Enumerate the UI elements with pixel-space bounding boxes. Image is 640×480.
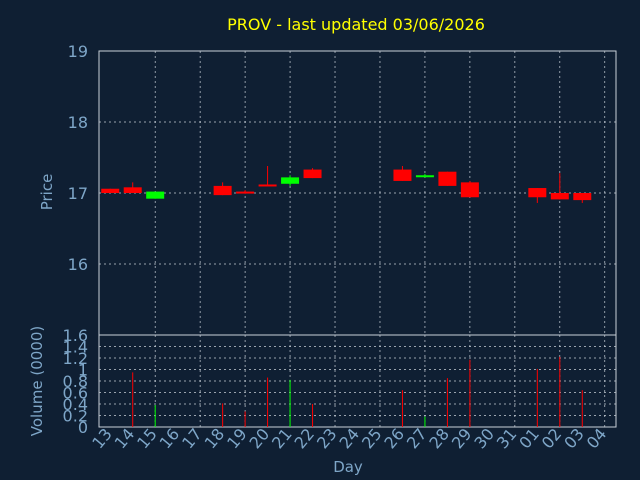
volume-tick-label: 1.4 (63, 338, 88, 357)
volume-tick-label: 0.6 (63, 384, 88, 403)
candle-body (258, 184, 277, 187)
volume-tick-label: 0.2 (63, 407, 88, 426)
candle-body (393, 169, 412, 181)
candle-body (550, 193, 569, 200)
x-axis-label: Day (333, 458, 363, 476)
price-tick-label: 16 (68, 255, 88, 274)
volume-tick-label: 1.6 (63, 326, 88, 345)
price-axis-label: Price (38, 174, 56, 211)
candle-body (415, 175, 434, 178)
chart-title: PROV - last updated 03/06/2026 (227, 15, 485, 34)
volume-tick-label: 0 (78, 418, 88, 437)
candle-body (528, 188, 547, 198)
price-tick-label: 17 (68, 184, 88, 203)
candle-body (123, 187, 142, 193)
candle-body (281, 177, 300, 184)
candle-body (101, 188, 120, 193)
volume-plot-frame (98, 334, 617, 428)
price-tick-label: 19 (68, 42, 88, 61)
volume-tick-label: 1.2 (63, 349, 88, 368)
candle-body (438, 171, 457, 186)
x-tick-label: 04 (583, 425, 611, 453)
price-tick-label: 18 (68, 113, 88, 132)
candle-body (213, 185, 232, 196)
candle-body (303, 169, 322, 179)
candle-body (146, 191, 165, 199)
volume-tick-label: 0.4 (63, 395, 88, 414)
price-panel: 16 17 18 19 (68, 42, 617, 336)
volume-panel: 00.20.40.60.811.21.41.613141516171819202… (63, 326, 617, 453)
volume-tick-label: 0.8 (63, 372, 88, 391)
candle-body (236, 191, 255, 194)
volume-tick-label: 1 (78, 361, 88, 380)
volume-axis-label: Volume (0000) (28, 326, 46, 436)
candle-body (460, 182, 479, 198)
candle-body (573, 193, 592, 201)
